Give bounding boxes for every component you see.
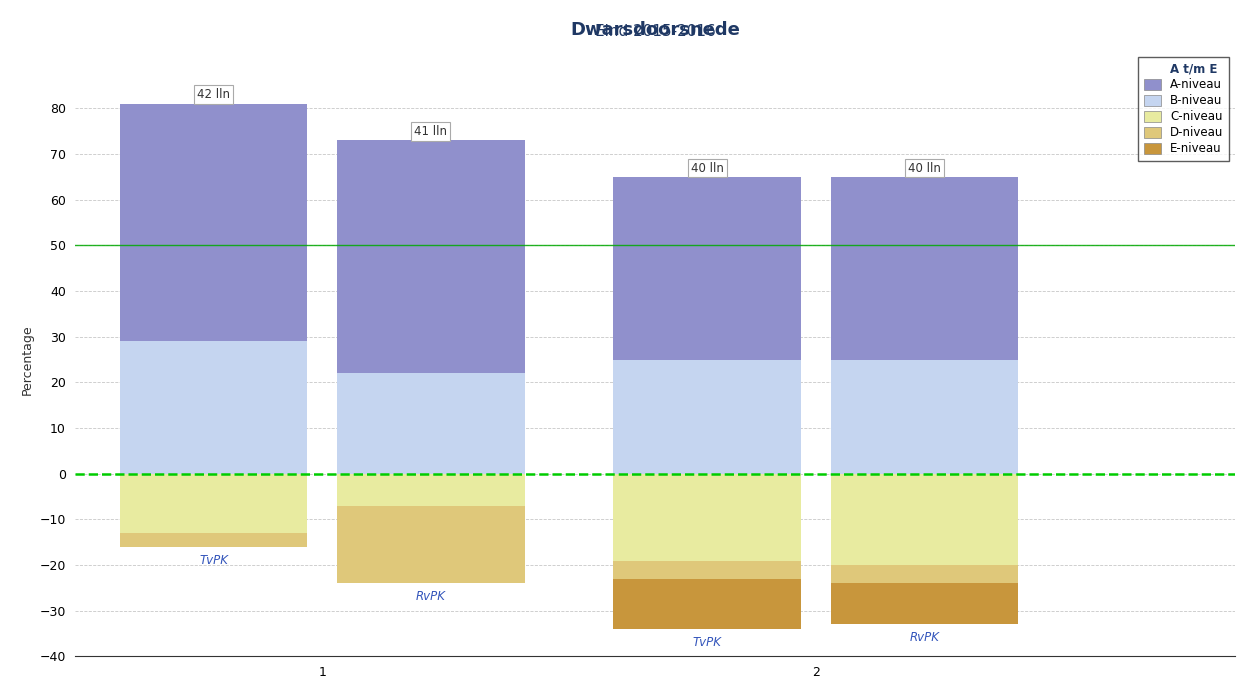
Text: RvPK: RvPK — [909, 631, 939, 644]
Bar — [337, 505, 525, 583]
Y-axis label: Percentage: Percentage — [21, 324, 34, 395]
Title: Dwarsdoorsnede: Dwarsdoorsnede — [570, 21, 740, 38]
Text: TvPK: TvPK — [692, 636, 722, 649]
Bar — [337, 140, 525, 373]
Text: 42 lln: 42 lln — [197, 88, 230, 102]
Bar — [613, 561, 801, 579]
Text: RvPK: RvPK — [416, 590, 446, 603]
Bar — [119, 342, 308, 474]
Bar — [830, 177, 1019, 360]
Bar — [119, 474, 308, 533]
Text: 41 lln: 41 lln — [414, 125, 447, 138]
Text: 40 lln: 40 lln — [908, 162, 941, 174]
Bar — [119, 533, 308, 547]
Bar — [613, 579, 801, 629]
Bar — [119, 104, 308, 342]
Text: TvPK: TvPK — [200, 554, 229, 567]
Bar — [830, 474, 1019, 565]
Bar — [337, 373, 525, 474]
Bar — [613, 474, 801, 561]
Legend: A t/m E, A-niveau, B-niveau, C-niveau, D-niveau, E-niveau: A t/m E, A-niveau, B-niveau, C-niveau, D… — [1138, 57, 1230, 161]
Bar — [830, 583, 1019, 624]
Bar — [613, 360, 801, 474]
Text: Eind 2015-2016: Eind 2015-2016 — [595, 24, 716, 39]
Bar — [613, 177, 801, 360]
Bar — [830, 565, 1019, 583]
Bar — [337, 474, 525, 505]
Text: 40 lln: 40 lln — [691, 162, 723, 174]
Bar — [830, 360, 1019, 474]
